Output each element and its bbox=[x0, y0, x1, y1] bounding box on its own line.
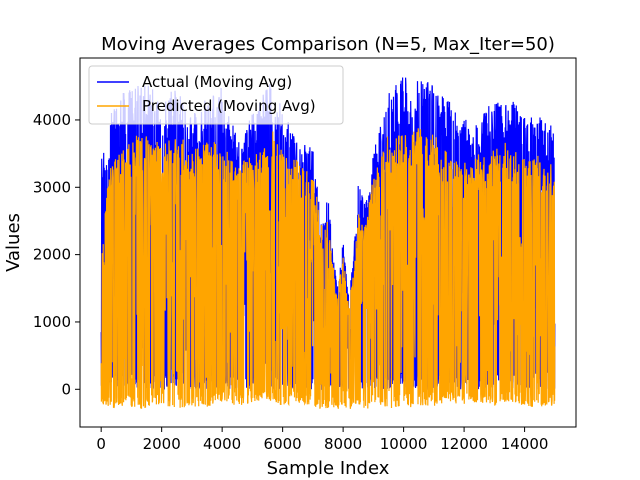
x-tick-label: 6000 bbox=[264, 435, 302, 453]
x-axis: 0 2000 4000 6000 8000 10000 12000 14000 bbox=[96, 427, 548, 453]
legend-label-actual: Actual (Moving Avg) bbox=[142, 73, 292, 91]
plot-area-frame bbox=[79, 57, 577, 428]
y-axis-label: Values bbox=[3, 213, 24, 272]
y-tick-label: 4000 bbox=[33, 111, 71, 129]
y-tick-label: 3000 bbox=[33, 178, 71, 196]
y-axis: 0 1000 2000 3000 4000 bbox=[33, 111, 80, 398]
x-tick-label: 12000 bbox=[440, 435, 488, 453]
x-tick-label: 4000 bbox=[203, 435, 241, 453]
x-tick-label: 10000 bbox=[380, 435, 428, 453]
legend: Actual (Moving Avg) Predicted (Moving Av… bbox=[88, 65, 344, 125]
chart-title: Moving Averages Comparison (N=5, Max_Ite… bbox=[101, 34, 555, 55]
x-tick-label: 2000 bbox=[143, 435, 181, 453]
x-tick-label: 8000 bbox=[324, 435, 362, 453]
y-tick-label: 0 bbox=[61, 380, 71, 398]
series-layer bbox=[100, 77, 556, 409]
x-tick-label: 0 bbox=[96, 435, 106, 453]
x-tick-label: 14000 bbox=[501, 435, 549, 453]
y-tick-label: 1000 bbox=[33, 313, 71, 331]
x-axis-label: Sample Index bbox=[267, 458, 390, 479]
legend-label-predicted: Predicted (Moving Avg) bbox=[142, 97, 316, 115]
series-line-predicted bbox=[100, 128, 556, 409]
y-tick-label: 2000 bbox=[33, 246, 71, 264]
legend-box bbox=[88, 65, 344, 125]
